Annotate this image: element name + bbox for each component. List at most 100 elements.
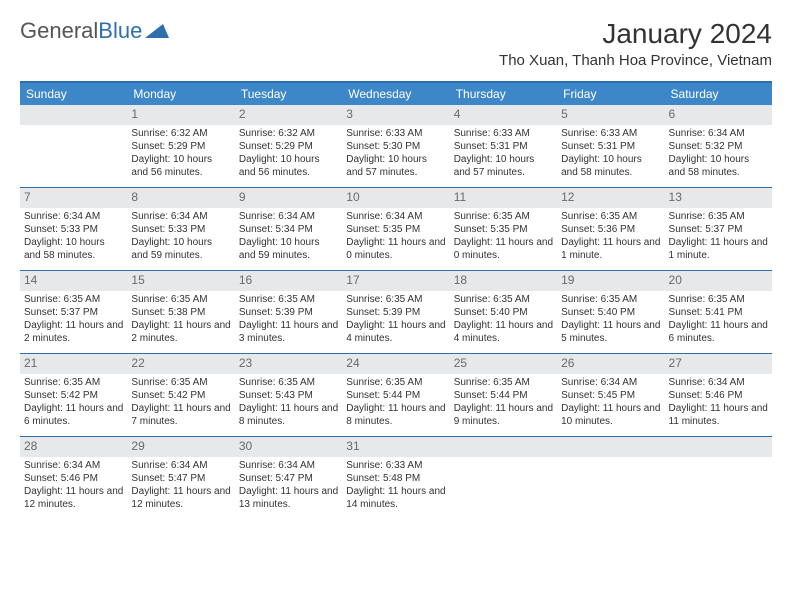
day-data: Sunrise: 6:35 AMSunset: 5:44 PMDaylight:… [342, 374, 449, 432]
daylight-line: Daylight: 10 hours and 56 minutes. [131, 153, 230, 179]
dow-label: Saturday [665, 83, 772, 105]
day-data: Sunrise: 6:35 AMSunset: 5:37 PMDaylight:… [665, 208, 772, 266]
title-block: January 2024 Tho Xuan, Thanh Hoa Provinc… [499, 18, 772, 69]
day-cell: 1Sunrise: 6:32 AMSunset: 5:29 PMDaylight… [127, 105, 234, 187]
day-data: Sunrise: 6:34 AMSunset: 5:46 PMDaylight:… [665, 374, 772, 432]
day-data: Sunrise: 6:35 AMSunset: 5:44 PMDaylight:… [450, 374, 557, 432]
daylight-line: Daylight: 10 hours and 58 minutes. [669, 153, 768, 179]
day-data: Sunrise: 6:35 AMSunset: 5:41 PMDaylight:… [665, 291, 772, 349]
day-data: Sunrise: 6:35 AMSunset: 5:40 PMDaylight:… [450, 291, 557, 349]
sunrise-line: Sunrise: 6:34 AM [346, 210, 445, 223]
daylight-line: Daylight: 11 hours and 6 minutes. [669, 319, 768, 345]
day-cell: 7Sunrise: 6:34 AMSunset: 5:33 PMDaylight… [20, 188, 127, 270]
day-data: Sunrise: 6:32 AMSunset: 5:29 PMDaylight:… [127, 125, 234, 183]
day-number [450, 437, 557, 457]
daylight-line: Daylight: 10 hours and 59 minutes. [131, 236, 230, 262]
sunset-line: Sunset: 5:31 PM [454, 140, 553, 153]
day-number: 30 [235, 437, 342, 457]
sunset-line: Sunset: 5:36 PM [561, 223, 660, 236]
day-data: Sunrise: 6:35 AMSunset: 5:37 PMDaylight:… [20, 291, 127, 349]
sunrise-line: Sunrise: 6:34 AM [24, 459, 123, 472]
day-data: Sunrise: 6:32 AMSunset: 5:29 PMDaylight:… [235, 125, 342, 183]
daylight-line: Daylight: 10 hours and 58 minutes. [24, 236, 123, 262]
sunset-line: Sunset: 5:33 PM [131, 223, 230, 236]
sunrise-line: Sunrise: 6:35 AM [669, 293, 768, 306]
logo-text-blue: Blue [98, 18, 142, 44]
daylight-line: Daylight: 11 hours and 8 minutes. [346, 402, 445, 428]
daylight-line: Daylight: 11 hours and 5 minutes. [561, 319, 660, 345]
day-data: Sunrise: 6:34 AMSunset: 5:33 PMDaylight:… [20, 208, 127, 266]
sunset-line: Sunset: 5:31 PM [561, 140, 660, 153]
daylight-line: Daylight: 11 hours and 4 minutes. [346, 319, 445, 345]
daylight-line: Daylight: 11 hours and 1 minute. [561, 236, 660, 262]
daylight-line: Daylight: 11 hours and 6 minutes. [24, 402, 123, 428]
sunrise-line: Sunrise: 6:35 AM [454, 376, 553, 389]
day-number: 31 [342, 437, 449, 457]
sunrise-line: Sunrise: 6:33 AM [454, 127, 553, 140]
sunset-line: Sunset: 5:47 PM [239, 472, 338, 485]
sunrise-line: Sunrise: 6:34 AM [239, 210, 338, 223]
day-cell: 17Sunrise: 6:35 AMSunset: 5:39 PMDayligh… [342, 271, 449, 353]
sunrise-line: Sunrise: 6:34 AM [131, 459, 230, 472]
sunrise-line: Sunrise: 6:35 AM [669, 210, 768, 223]
sunset-line: Sunset: 5:40 PM [454, 306, 553, 319]
day-cell: 9Sunrise: 6:34 AMSunset: 5:34 PMDaylight… [235, 188, 342, 270]
day-cell: 21Sunrise: 6:35 AMSunset: 5:42 PMDayligh… [20, 354, 127, 436]
day-cell [665, 437, 772, 519]
dow-row: SundayMondayTuesdayWednesdayThursdayFrid… [20, 83, 772, 105]
day-cell: 22Sunrise: 6:35 AMSunset: 5:42 PMDayligh… [127, 354, 234, 436]
day-cell: 12Sunrise: 6:35 AMSunset: 5:36 PMDayligh… [557, 188, 664, 270]
day-number: 23 [235, 354, 342, 374]
daylight-line: Daylight: 11 hours and 13 minutes. [239, 485, 338, 511]
day-number: 14 [20, 271, 127, 291]
day-number: 29 [127, 437, 234, 457]
day-cell: 19Sunrise: 6:35 AMSunset: 5:40 PMDayligh… [557, 271, 664, 353]
sunrise-line: Sunrise: 6:34 AM [239, 459, 338, 472]
sunset-line: Sunset: 5:47 PM [131, 472, 230, 485]
day-number [20, 105, 127, 125]
logo-text-general: General [20, 18, 98, 44]
day-cell [557, 437, 664, 519]
sunset-line: Sunset: 5:42 PM [131, 389, 230, 402]
day-number: 4 [450, 105, 557, 125]
weeks-container: 1Sunrise: 6:32 AMSunset: 5:29 PMDaylight… [20, 105, 772, 519]
sunset-line: Sunset: 5:39 PM [346, 306, 445, 319]
day-number: 3 [342, 105, 449, 125]
sunset-line: Sunset: 5:33 PM [24, 223, 123, 236]
logo-arrow-icon [145, 18, 169, 44]
sunrise-line: Sunrise: 6:35 AM [346, 376, 445, 389]
week-row: 28Sunrise: 6:34 AMSunset: 5:46 PMDayligh… [20, 436, 772, 519]
day-number: 15 [127, 271, 234, 291]
day-cell [450, 437, 557, 519]
day-number: 5 [557, 105, 664, 125]
daylight-line: Daylight: 11 hours and 7 minutes. [131, 402, 230, 428]
day-cell [20, 105, 127, 187]
sunset-line: Sunset: 5:29 PM [239, 140, 338, 153]
daylight-line: Daylight: 10 hours and 59 minutes. [239, 236, 338, 262]
sunset-line: Sunset: 5:39 PM [239, 306, 338, 319]
day-cell: 10Sunrise: 6:34 AMSunset: 5:35 PMDayligh… [342, 188, 449, 270]
day-cell: 29Sunrise: 6:34 AMSunset: 5:47 PMDayligh… [127, 437, 234, 519]
day-data: Sunrise: 6:34 AMSunset: 5:35 PMDaylight:… [342, 208, 449, 266]
sunset-line: Sunset: 5:35 PM [346, 223, 445, 236]
day-number: 10 [342, 188, 449, 208]
day-cell: 25Sunrise: 6:35 AMSunset: 5:44 PMDayligh… [450, 354, 557, 436]
day-data: Sunrise: 6:33 AMSunset: 5:48 PMDaylight:… [342, 457, 449, 515]
day-cell: 13Sunrise: 6:35 AMSunset: 5:37 PMDayligh… [665, 188, 772, 270]
day-data: Sunrise: 6:35 AMSunset: 5:38 PMDaylight:… [127, 291, 234, 349]
day-cell: 8Sunrise: 6:34 AMSunset: 5:33 PMDaylight… [127, 188, 234, 270]
week-row: 21Sunrise: 6:35 AMSunset: 5:42 PMDayligh… [20, 353, 772, 436]
sunset-line: Sunset: 5:35 PM [454, 223, 553, 236]
day-cell: 2Sunrise: 6:32 AMSunset: 5:29 PMDaylight… [235, 105, 342, 187]
daylight-line: Daylight: 11 hours and 9 minutes. [454, 402, 553, 428]
sunrise-line: Sunrise: 6:35 AM [239, 376, 338, 389]
daylight-line: Daylight: 11 hours and 11 minutes. [669, 402, 768, 428]
day-cell: 20Sunrise: 6:35 AMSunset: 5:41 PMDayligh… [665, 271, 772, 353]
day-data: Sunrise: 6:34 AMSunset: 5:47 PMDaylight:… [127, 457, 234, 515]
daylight-line: Daylight: 11 hours and 2 minutes. [24, 319, 123, 345]
sunrise-line: Sunrise: 6:35 AM [131, 293, 230, 306]
day-data: Sunrise: 6:34 AMSunset: 5:45 PMDaylight:… [557, 374, 664, 432]
week-row: 14Sunrise: 6:35 AMSunset: 5:37 PMDayligh… [20, 270, 772, 353]
week-row: 7Sunrise: 6:34 AMSunset: 5:33 PMDaylight… [20, 187, 772, 270]
sunset-line: Sunset: 5:46 PM [669, 389, 768, 402]
